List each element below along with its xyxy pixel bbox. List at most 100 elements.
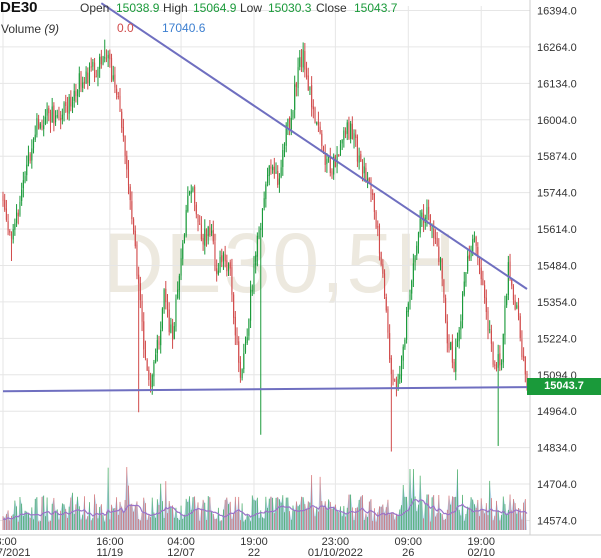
- candle-body: [399, 374, 401, 380]
- candle-body: [209, 227, 211, 235]
- candle-body: [519, 316, 521, 338]
- candle-body: [478, 259, 481, 267]
- candle-body: [375, 211, 377, 228]
- x-tick-date-label: 10/27/2021: [0, 547, 31, 558]
- candle-body: [221, 255, 223, 263]
- candle-body: [453, 361, 455, 372]
- candle-body: [227, 263, 230, 271]
- candle-body: [195, 204, 197, 215]
- candle-body: [363, 166, 365, 174]
- candle-body: [78, 73, 80, 89]
- candle-body: [333, 156, 335, 175]
- candle-body: [406, 310, 408, 340]
- candle-body: [462, 294, 464, 321]
- x-tick-time-label: 09:00: [395, 536, 423, 548]
- volume-value: 0.0: [117, 21, 134, 35]
- ohlc-header: DE30 Open 15038.9 High 15064.9 Low 15030…: [0, 0, 530, 40]
- last-price-badge: 15043.7: [527, 378, 601, 395]
- candle-body: [443, 279, 445, 298]
- candle-body: [502, 333, 504, 363]
- candle-body: [309, 86, 311, 91]
- candle-body: [71, 101, 74, 107]
- x-tick-time-label: 19:00: [467, 536, 495, 548]
- candle-body: [365, 167, 367, 183]
- candle-body: [256, 236, 258, 257]
- candle-body: [451, 341, 453, 363]
- candle-body: [36, 118, 38, 135]
- candle-body: [73, 90, 75, 101]
- candle-body: [133, 219, 135, 232]
- candle-body: [261, 208, 264, 229]
- candle-body: [56, 115, 58, 117]
- candle-body: [43, 125, 45, 130]
- y-tick-label: 15744.0: [537, 188, 577, 200]
- candle-body: [31, 148, 33, 161]
- candle-body: [268, 165, 270, 177]
- candle-body: [377, 226, 379, 228]
- candle-body: [280, 167, 282, 178]
- candle-body: [156, 340, 158, 354]
- candle-body: [19, 201, 21, 215]
- candle-body: [180, 257, 182, 276]
- candle-body: [395, 381, 397, 389]
- candle-body: [212, 229, 214, 242]
- candle-body: [41, 124, 43, 128]
- candle-body: [224, 254, 226, 262]
- trendline-resistance: [100, 2, 528, 290]
- volume-ma-line: [2, 498, 528, 521]
- volume-area: [3, 467, 527, 530]
- candle-body: [105, 58, 107, 60]
- candle-body: [143, 321, 145, 350]
- candle-body: [80, 72, 82, 87]
- candle-body: [172, 322, 174, 341]
- candle-body: [290, 117, 292, 130]
- candle-body: [248, 319, 250, 336]
- x-tick-date-label: 26: [402, 547, 414, 558]
- x-tick-time-label: 08:00: [0, 536, 17, 548]
- candle-body: [285, 125, 287, 146]
- candle-body: [185, 210, 187, 236]
- y-tick-label: 16134.0: [537, 78, 577, 90]
- candle-body: [14, 223, 16, 230]
- candle-body: [251, 290, 253, 292]
- candle-body: [90, 66, 92, 68]
- candle-body: [305, 68, 308, 77]
- candle-body: [458, 330, 460, 342]
- candle-body: [16, 212, 18, 223]
- candle-body: [243, 353, 245, 370]
- candle-body: [27, 155, 29, 166]
- candle-body: [392, 375, 394, 381]
- candle-body: [467, 256, 469, 272]
- candle-body: [200, 224, 202, 240]
- candle-body: [526, 373, 528, 389]
- y-tick-label: 14834.0: [537, 443, 577, 455]
- candle-body: [419, 218, 421, 234]
- candle-body: [402, 346, 404, 361]
- candle-body: [26, 164, 28, 176]
- x-tick-date-label: 12/07: [167, 547, 195, 558]
- candle-body: [499, 353, 501, 366]
- candle-body: [312, 106, 314, 110]
- candle-body: [394, 379, 396, 381]
- candle-body: [183, 235, 185, 244]
- candle-body: [387, 309, 389, 333]
- candle-body: [455, 347, 457, 372]
- candle-body: [141, 301, 143, 322]
- candle-body: [426, 207, 428, 220]
- candle-body: [311, 85, 313, 108]
- candle-body: [441, 258, 443, 279]
- candle-body: [304, 50, 306, 70]
- candle-body: [104, 57, 106, 59]
- candle-body: [122, 127, 124, 137]
- y-tick-label: 14704.0: [537, 479, 577, 491]
- candle-body: [124, 135, 126, 156]
- candle-body: [173, 326, 175, 340]
- candle-body: [317, 121, 319, 126]
- candle-body: [445, 297, 447, 322]
- x-tick-time-label: 19:00: [240, 536, 268, 548]
- candle-body: [229, 262, 231, 269]
- candle-body: [116, 88, 118, 95]
- volume-label: Volume (9): [1, 22, 59, 36]
- candle-body: [409, 294, 411, 303]
